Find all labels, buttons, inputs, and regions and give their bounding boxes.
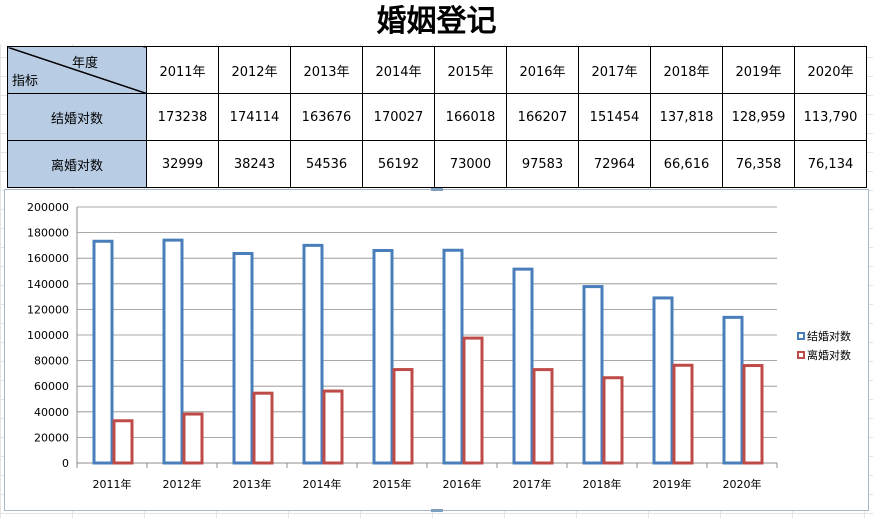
corner-label-indicator: 指标: [12, 74, 39, 89]
x-tick-label: 2015年: [373, 477, 412, 491]
bar: [182, 412, 204, 465]
table-cell[interactable]: 166207: [506, 93, 579, 141]
table-cell[interactable]: 76,358: [722, 140, 795, 188]
legend-swatch: [797, 332, 805, 340]
bar-chart: 0 20000 40000 60000 80000 100000 120000 140000 1…: [27, 201, 851, 491]
bar: [722, 315, 744, 465]
table-header-row: 年度 指标 2011年 2012年 2013年 2014年 2015年 2016…: [7, 46, 867, 94]
table-cell[interactable]: 56192: [362, 140, 435, 188]
legend-label: 结婚对数: [807, 329, 851, 343]
table-cell[interactable]: 73000: [434, 140, 507, 188]
page-title: 婚姻登记: [0, 0, 873, 44]
table-cell[interactable]: 163676: [290, 93, 363, 141]
y-tick-label: 140000: [27, 278, 69, 291]
data-table: 年度 指标 2011年 2012年 2013年 2014年 2015年 2016…: [7, 46, 867, 188]
bar: [322, 389, 344, 465]
table-row-divorces: 离婚对数 32999 38243 54536 56192 73000 97583…: [7, 140, 867, 188]
y-tick-label: 40000: [34, 406, 69, 419]
table-cell[interactable]: 170027: [362, 93, 435, 141]
chart-resize-handle-top[interactable]: [431, 188, 443, 191]
bar: [602, 376, 624, 465]
bar: [92, 239, 114, 465]
x-tick-label: 2013年: [233, 477, 272, 491]
x-tick-label: 2016年: [443, 477, 482, 491]
bar: [462, 336, 484, 465]
x-tick-label: 2019年: [653, 477, 692, 491]
year-header-cell[interactable]: 2018年: [650, 46, 723, 94]
table-cell[interactable]: 38243: [218, 140, 291, 188]
table-cell[interactable]: 166018: [434, 93, 507, 141]
bar: [372, 248, 394, 465]
year-header-cell[interactable]: 2019年: [722, 46, 795, 94]
table-cell[interactable]: 76,134: [794, 140, 867, 188]
y-tick-label: 20000: [34, 431, 69, 444]
table-cell[interactable]: 128,959: [722, 93, 795, 141]
row-label-marriages[interactable]: 结婚对数: [7, 93, 147, 141]
chart-resize-handle-bottom[interactable]: [431, 509, 443, 512]
y-tick-label: 100000: [27, 329, 69, 342]
bar: [742, 364, 764, 465]
y-tick-label: 120000: [27, 303, 69, 316]
table-cell[interactable]: 97583: [506, 140, 579, 188]
bar: [302, 243, 324, 465]
year-header-cell[interactable]: 2013年: [290, 46, 363, 94]
bar: [672, 363, 694, 465]
table-cell[interactable]: 66,616: [650, 140, 723, 188]
x-tick-label: 2017年: [513, 477, 552, 491]
y-tick-label: 180000: [27, 227, 69, 240]
year-header-cell[interactable]: 2016年: [506, 46, 579, 94]
table-corner-cell[interactable]: 年度 指标: [7, 46, 147, 94]
table-cell[interactable]: 174114: [218, 93, 291, 141]
row-label-divorces[interactable]: 离婚对数: [7, 140, 147, 188]
year-header-cell[interactable]: 2017年: [578, 46, 651, 94]
x-tick-label: 2011年: [93, 477, 132, 491]
y-tick-label: 160000: [27, 252, 69, 265]
year-header-cell[interactable]: 2012年: [218, 46, 291, 94]
table-cell[interactable]: 54536: [290, 140, 363, 188]
x-tick-label: 2014年: [303, 477, 342, 491]
bar: [252, 391, 274, 465]
corner-label-year: 年度: [71, 56, 98, 71]
bar: [512, 267, 534, 465]
year-header-cell[interactable]: 2020年: [794, 46, 867, 94]
table-cell[interactable]: 173238: [146, 93, 219, 141]
table-cell[interactable]: 32999: [146, 140, 219, 188]
y-tick-label: 60000: [34, 380, 69, 393]
legend-swatch: [797, 351, 805, 359]
chart-container[interactable]: 0 20000 40000 60000 80000 100000 120000 140000 1…: [4, 188, 869, 512]
table-cell[interactable]: 151454: [578, 93, 651, 141]
year-header-cell[interactable]: 2011年: [146, 46, 219, 94]
x-tick-label: 2018年: [583, 477, 622, 491]
bar: [162, 238, 184, 465]
bar: [232, 251, 254, 465]
y-tick-label: 200000: [27, 201, 69, 214]
bar: [442, 248, 464, 465]
bar: [392, 368, 414, 465]
table-cell[interactable]: 72964: [578, 140, 651, 188]
bar: [652, 296, 674, 465]
y-tick-label: 80000: [34, 355, 69, 368]
bar: [112, 419, 134, 465]
legend-label: 离婚对数: [807, 348, 851, 362]
y-tick-label: 0: [62, 457, 69, 470]
bar: [582, 285, 604, 465]
table-row-marriages: 结婚对数 173238 174114 163676 170027 166018 …: [7, 93, 867, 141]
year-header-cell[interactable]: 2015年: [434, 46, 507, 94]
x-tick-label: 2012年: [163, 477, 202, 491]
bar: [532, 368, 554, 465]
table-cell[interactable]: 137,818: [650, 93, 723, 141]
year-header-cell[interactable]: 2014年: [362, 46, 435, 94]
x-tick-label: 2020年: [723, 477, 762, 491]
table-cell[interactable]: 113,790: [794, 93, 867, 141]
